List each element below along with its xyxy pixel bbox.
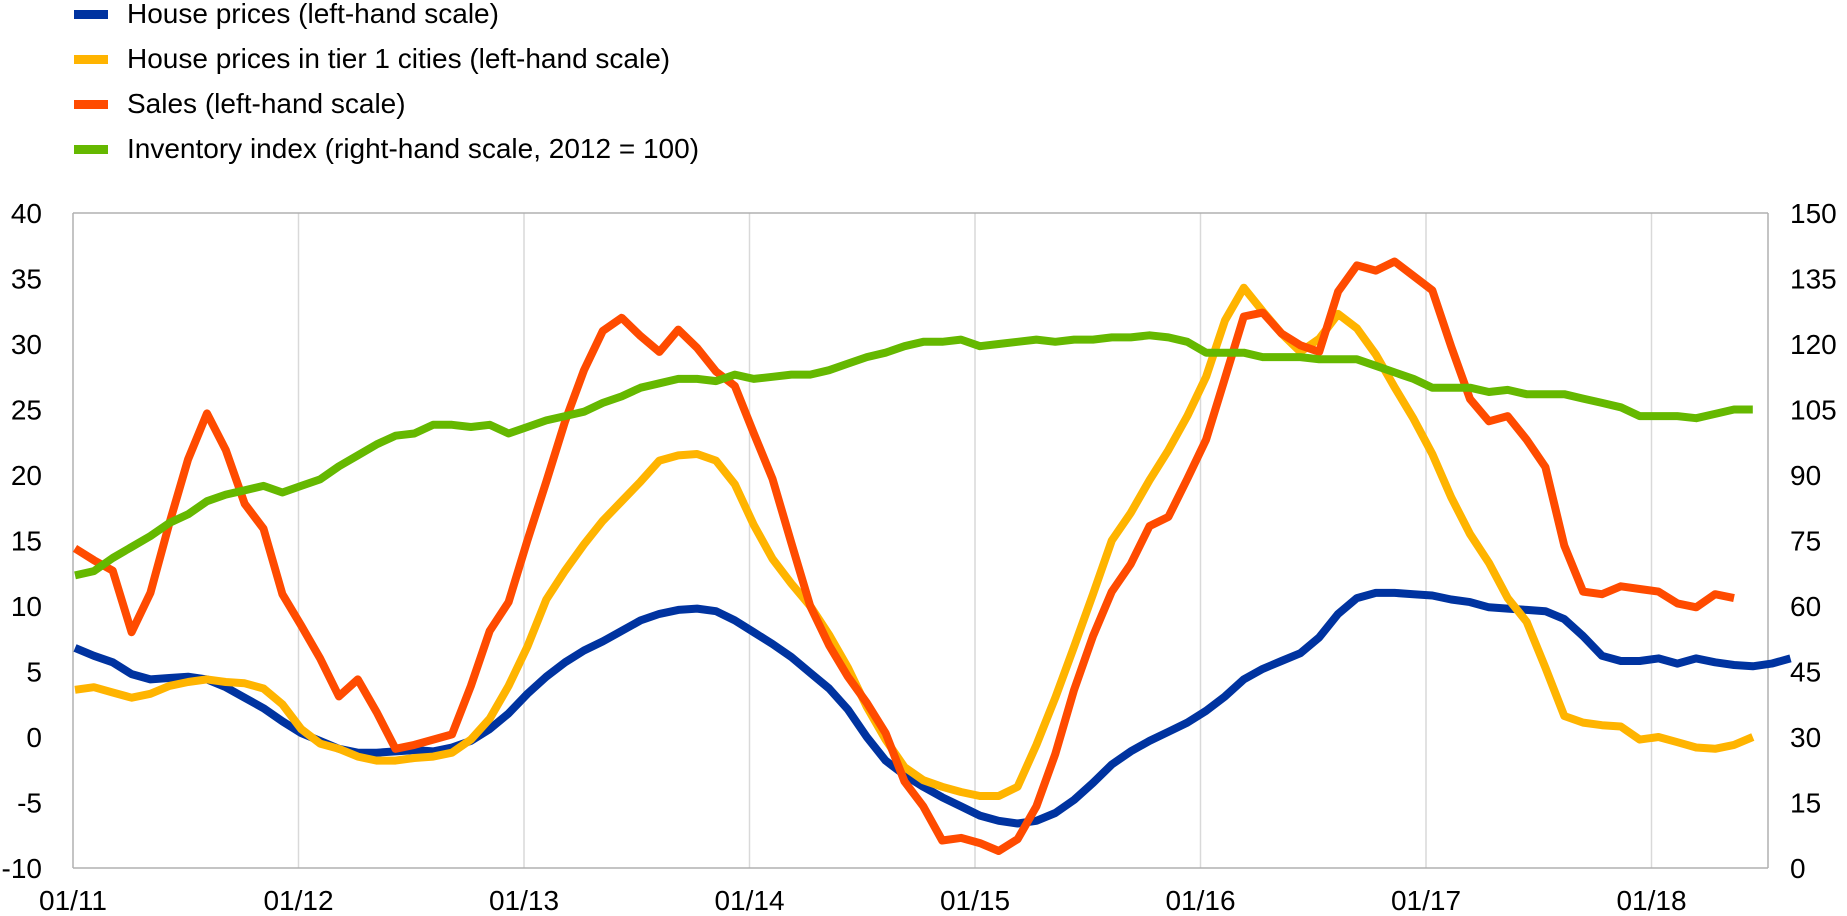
legend-label: Inventory index (right-hand scale, 2012 … xyxy=(127,133,700,164)
legend-label: House prices in tier 1 cities (left-hand… xyxy=(127,43,671,74)
y-left-tick-label: 15 xyxy=(11,526,42,557)
y-right-tick-label: 120 xyxy=(1790,329,1837,360)
y-right-tick-label: 15 xyxy=(1790,788,1821,819)
legend-swatch xyxy=(74,100,108,109)
legend-swatch xyxy=(74,55,108,64)
series-line-inventory xyxy=(74,331,1753,580)
y-left-tick-label: 40 xyxy=(11,198,42,229)
grid-lines xyxy=(297,213,1653,868)
y-right-tick-label: 135 xyxy=(1790,264,1837,295)
y-left-tick-label: 5 xyxy=(26,657,42,688)
x-tick-label: 01/11 xyxy=(39,885,107,916)
y-left-tick-label: 35 xyxy=(11,264,42,295)
y-right-tick-label: 60 xyxy=(1790,591,1821,622)
series-line-sales xyxy=(72,257,1735,855)
legend-label: House prices (left-hand scale) xyxy=(127,0,499,29)
y-left-tick-label: 30 xyxy=(11,329,42,360)
x-tick-label: 01/16 xyxy=(1165,885,1235,916)
y-right-tick-label: 30 xyxy=(1790,722,1821,753)
x-tick-label: 01/15 xyxy=(940,885,1010,916)
x-tick-label: 01/17 xyxy=(1391,885,1461,916)
series-line-house-prices xyxy=(73,588,1792,828)
y-left-tick-label: -10 xyxy=(2,853,42,884)
y-left-tick-label: 10 xyxy=(11,591,42,622)
tick-labels: 01/11 01/12 01/13 01/14 01/15 01/16 01/17 01/18… xyxy=(2,198,1837,916)
y-left-tick-label: 0 xyxy=(26,722,42,753)
legend-swatch xyxy=(74,10,108,19)
y-left-tick-label: 20 xyxy=(11,460,42,491)
plot-frame xyxy=(72,212,1769,869)
legend-label: Sales (left-hand scale) xyxy=(127,88,406,119)
legend-swatch xyxy=(74,145,108,154)
y-right-tick-label: 75 xyxy=(1790,526,1821,557)
y-right-tick-label: 105 xyxy=(1790,395,1837,426)
x-tick-label: 01/18 xyxy=(1616,885,1686,916)
y-right-tick-label: 90 xyxy=(1790,460,1821,491)
x-tick-label: 01/12 xyxy=(263,885,333,916)
y-right-tick-label: 0 xyxy=(1790,853,1806,884)
series-lines xyxy=(72,257,1792,855)
y-right-tick-label: 45 xyxy=(1790,657,1821,688)
y-right-tick-label: 150 xyxy=(1790,198,1837,229)
series-line-tier1 xyxy=(74,283,1755,800)
y-left-tick-label: -5 xyxy=(17,788,42,819)
y-left-tick-label: 25 xyxy=(11,395,42,426)
x-tick-label: 01/14 xyxy=(714,885,784,916)
x-tick-label: 01/13 xyxy=(489,885,559,916)
